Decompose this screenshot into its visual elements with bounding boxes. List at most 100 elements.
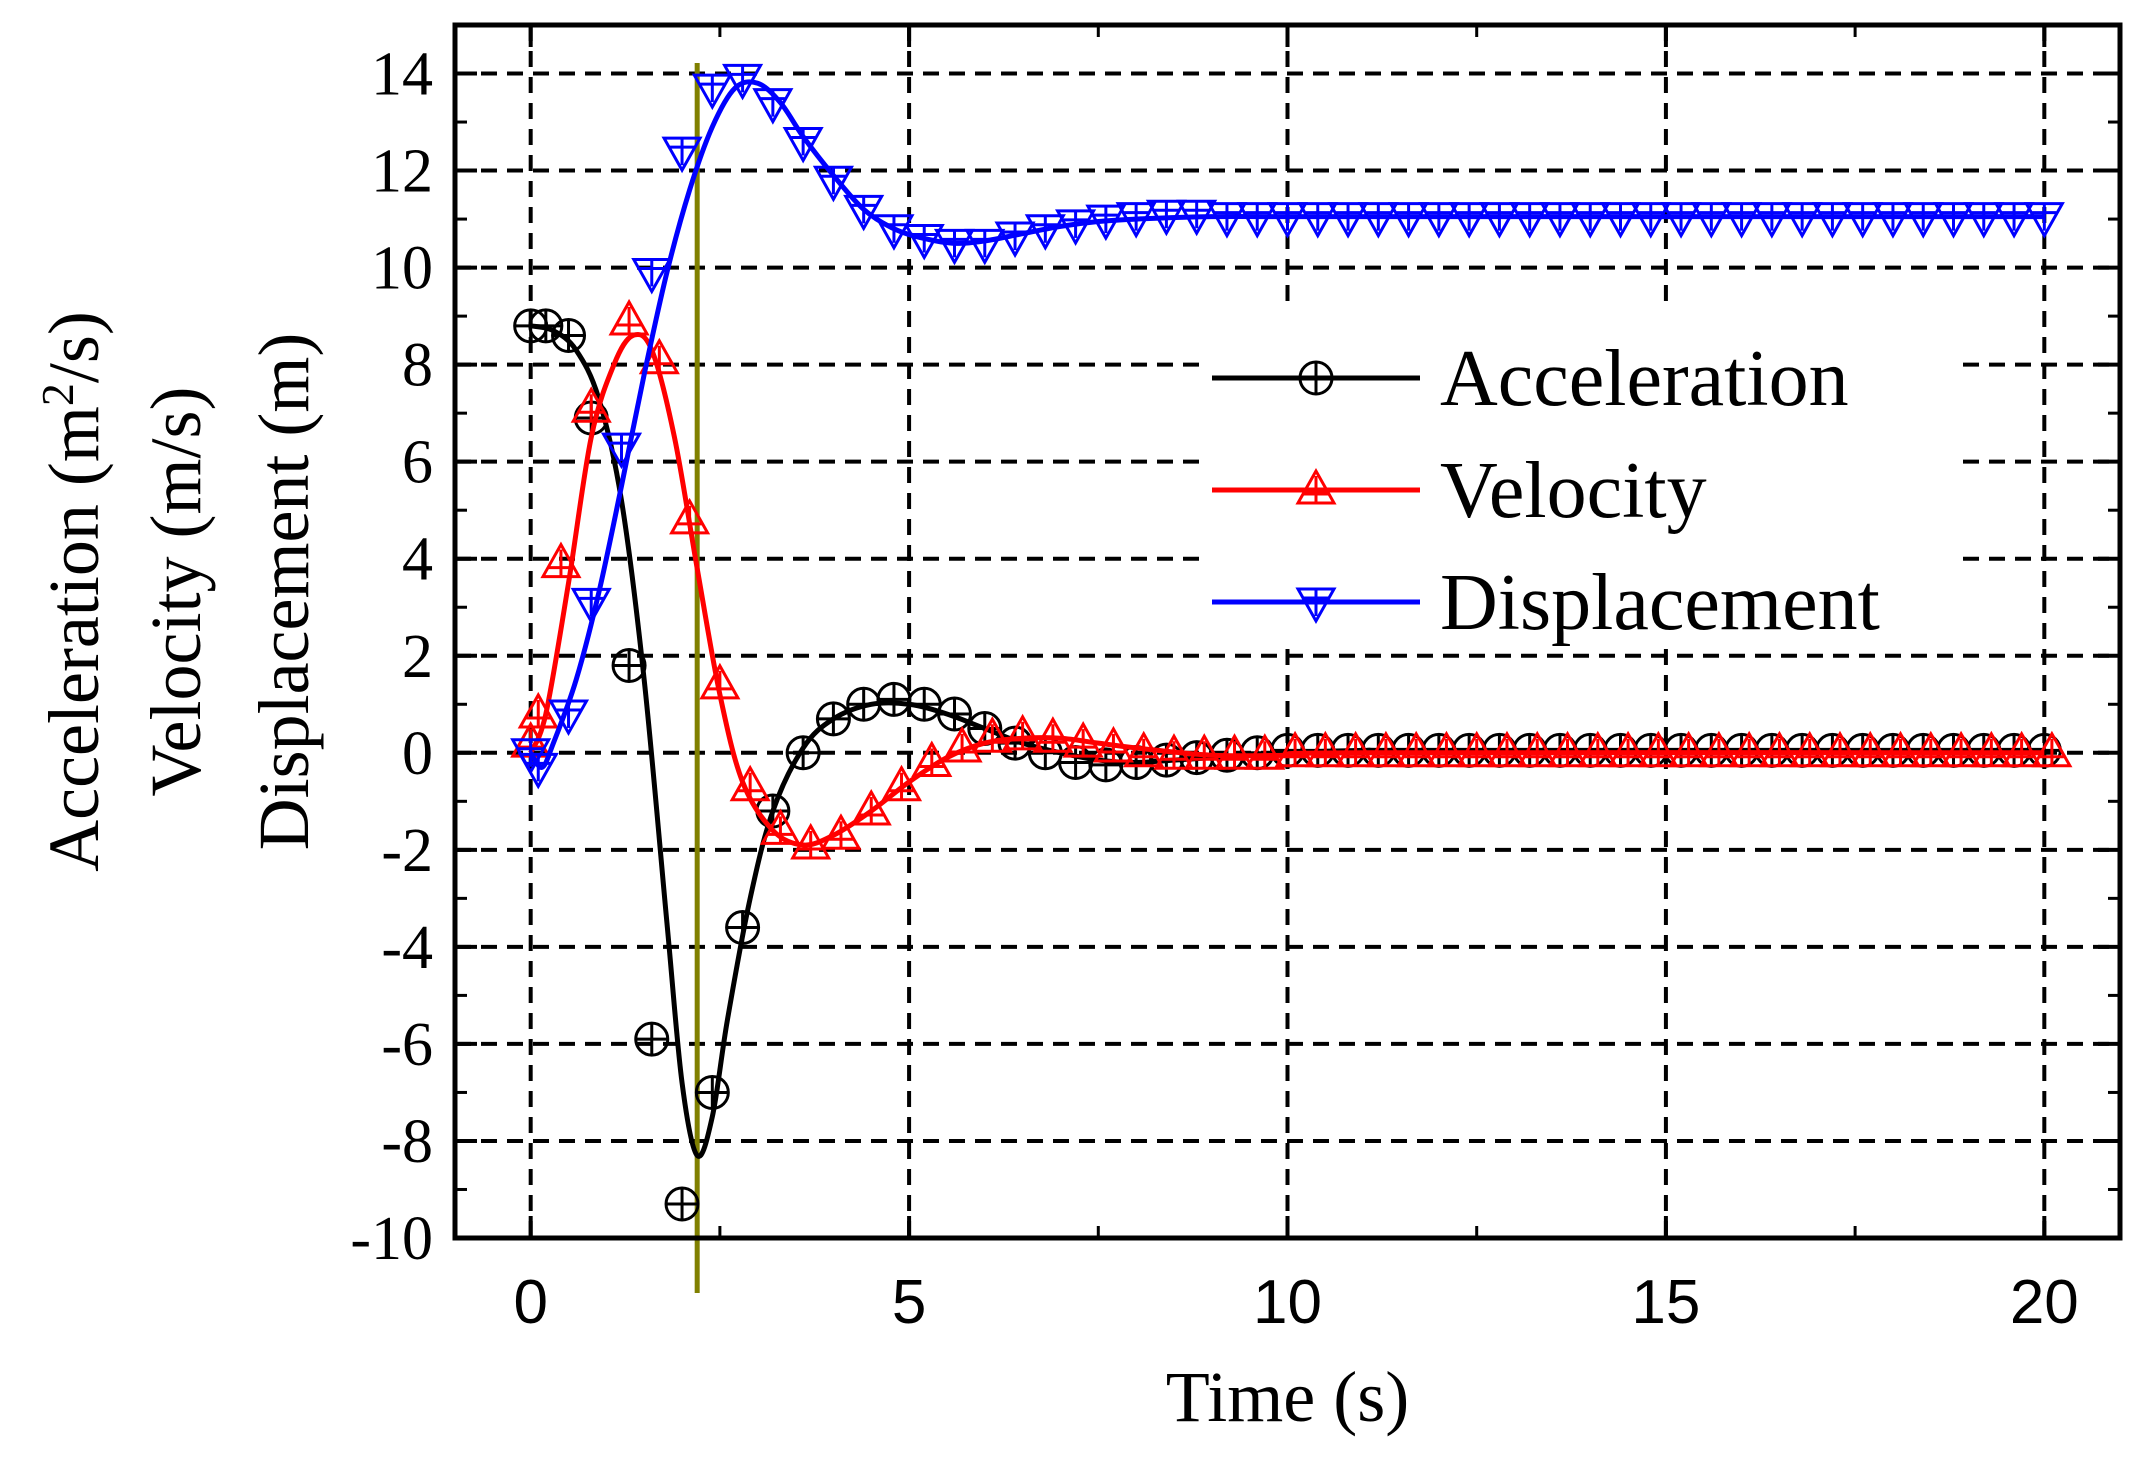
series-displacement — [510, 63, 2065, 790]
data-point-displacement — [1630, 202, 1672, 239]
data-point-acceleration — [876, 681, 912, 717]
legend-marker-velocity — [1295, 467, 1337, 505]
x-tick-label: 10 — [1253, 1268, 1322, 1337]
data-point-displacement — [691, 73, 733, 111]
data-point-velocity — [1244, 733, 1286, 770]
legend-item-acceleration: Acceleration — [1212, 335, 1849, 423]
series-line-displacement — [528, 79, 2045, 770]
data-point-velocity — [850, 788, 892, 826]
data-point-velocity — [1183, 733, 1225, 770]
data-point-velocity — [1062, 721, 1104, 758]
y-tick-label: -4 — [381, 914, 433, 982]
data-point-velocity — [2031, 730, 2073, 768]
data-point-acceleration — [664, 1186, 700, 1222]
legend-label-acceleration: Acceleration — [1440, 335, 1849, 423]
data-point-velocity — [880, 764, 923, 802]
data-point-acceleration — [1088, 747, 1124, 783]
data-point-velocity — [820, 813, 862, 850]
data-point-displacement — [1357, 202, 1399, 239]
legend-label-velocity: Velocity — [1440, 447, 1707, 535]
data-point-velocity — [1092, 725, 1134, 763]
data-point-velocity — [1879, 730, 1922, 768]
data-point-velocity — [1456, 730, 1498, 768]
y-tick-label: -2 — [381, 817, 433, 885]
x-tick-label: 5 — [892, 1268, 926, 1337]
data-point-velocity — [1365, 730, 1407, 768]
data-point-displacement — [1690, 202, 1732, 239]
data-point-velocity — [759, 808, 801, 845]
data-point-displacement — [1932, 202, 1975, 239]
data-point-velocity — [1304, 730, 1346, 768]
data-point-displacement — [1872, 202, 1914, 239]
data-point-displacement — [1085, 204, 1127, 242]
data-point-displacement — [1993, 202, 2035, 239]
y-tick-label: 12 — [371, 138, 433, 206]
data-point-displacement — [1751, 202, 1793, 239]
data-point-velocity — [1637, 730, 1679, 768]
data-point-displacement — [1539, 202, 1581, 239]
data-point-acceleration — [551, 318, 587, 354]
data-point-displacement — [1327, 202, 1369, 239]
data-point-displacement — [1963, 202, 2005, 239]
data-point-velocity — [1819, 730, 1861, 768]
data-point-velocity — [1516, 730, 1558, 768]
data-point-acceleration — [634, 1021, 670, 1057]
data-point-velocity — [1668, 730, 1710, 768]
data-point-acceleration — [846, 686, 882, 722]
y-tick-label: -8 — [381, 1108, 433, 1176]
series-velocity — [510, 298, 2073, 860]
data-point-displacement — [1418, 202, 1460, 239]
data-point-velocity — [699, 662, 741, 700]
y-tick-label: -10 — [350, 1205, 433, 1273]
data-point-velocity — [790, 822, 832, 860]
data-point-velocity — [1002, 713, 1044, 751]
data-point-displacement — [873, 214, 915, 251]
data-point-velocity — [1728, 730, 1770, 768]
data-point-displacement — [1145, 199, 1187, 237]
data-point-displacement — [2023, 202, 2065, 239]
data-point-displacement — [843, 194, 885, 232]
legend-marker-displacement — [1295, 587, 1337, 625]
data-point-acceleration — [906, 686, 942, 722]
data-point-displacement — [1599, 202, 1642, 239]
y-tick-label: 8 — [402, 332, 433, 400]
data-point-velocity — [1153, 733, 1195, 770]
y-tick-label: 4 — [402, 526, 433, 594]
data-point-displacement — [1781, 202, 1823, 239]
data-point-displacement — [1206, 202, 1248, 239]
y-tick-label: -6 — [381, 1011, 433, 1079]
data-point-velocity — [1546, 730, 1589, 768]
data-point-velocity — [1577, 730, 1619, 768]
data-point-displacement — [517, 752, 559, 790]
data-point-velocity — [1274, 730, 1316, 768]
legend-item-velocity: Velocity — [1212, 447, 1707, 535]
data-point-acceleration — [725, 909, 761, 945]
y-title-acc-sup: 2 — [32, 383, 83, 406]
data-point-velocity — [1970, 730, 2012, 768]
data-point-displacement — [547, 699, 590, 737]
data-point-velocity — [971, 716, 1013, 753]
data-point-velocity — [941, 725, 983, 763]
data-point-velocity — [1123, 730, 1165, 768]
data-point-displacement — [1721, 202, 1763, 239]
series-group — [510, 63, 2073, 1222]
data-point-velocity — [1758, 730, 1800, 768]
data-point-displacement — [1902, 202, 1944, 239]
ticks: 0 5 10 15 20 -10 -8 -6 -4 -2 0 2 4 6 8 10 12 14 — [350, 25, 2120, 1337]
data-point-velocity — [1940, 730, 1982, 768]
y-tick-label: 6 — [402, 429, 433, 497]
data-point-displacement — [1266, 202, 1309, 239]
data-point-displacement — [1448, 202, 1490, 239]
data-point-velocity — [608, 298, 650, 336]
data-point-displacement — [812, 165, 854, 203]
data-point-displacement — [903, 223, 945, 261]
data-point-displacement — [752, 88, 794, 125]
data-point-displacement — [1055, 209, 1097, 246]
x-axis-title: Time (s) — [1166, 1357, 1409, 1437]
data-point-velocity — [1910, 730, 1952, 768]
y-axis-title-velocity: Velocity (m/s) — [136, 387, 216, 797]
data-point-velocity — [517, 691, 559, 729]
legend-items: Acceleration Velocity Displacement — [1212, 335, 1880, 647]
data-point-displacement — [1660, 202, 1702, 239]
